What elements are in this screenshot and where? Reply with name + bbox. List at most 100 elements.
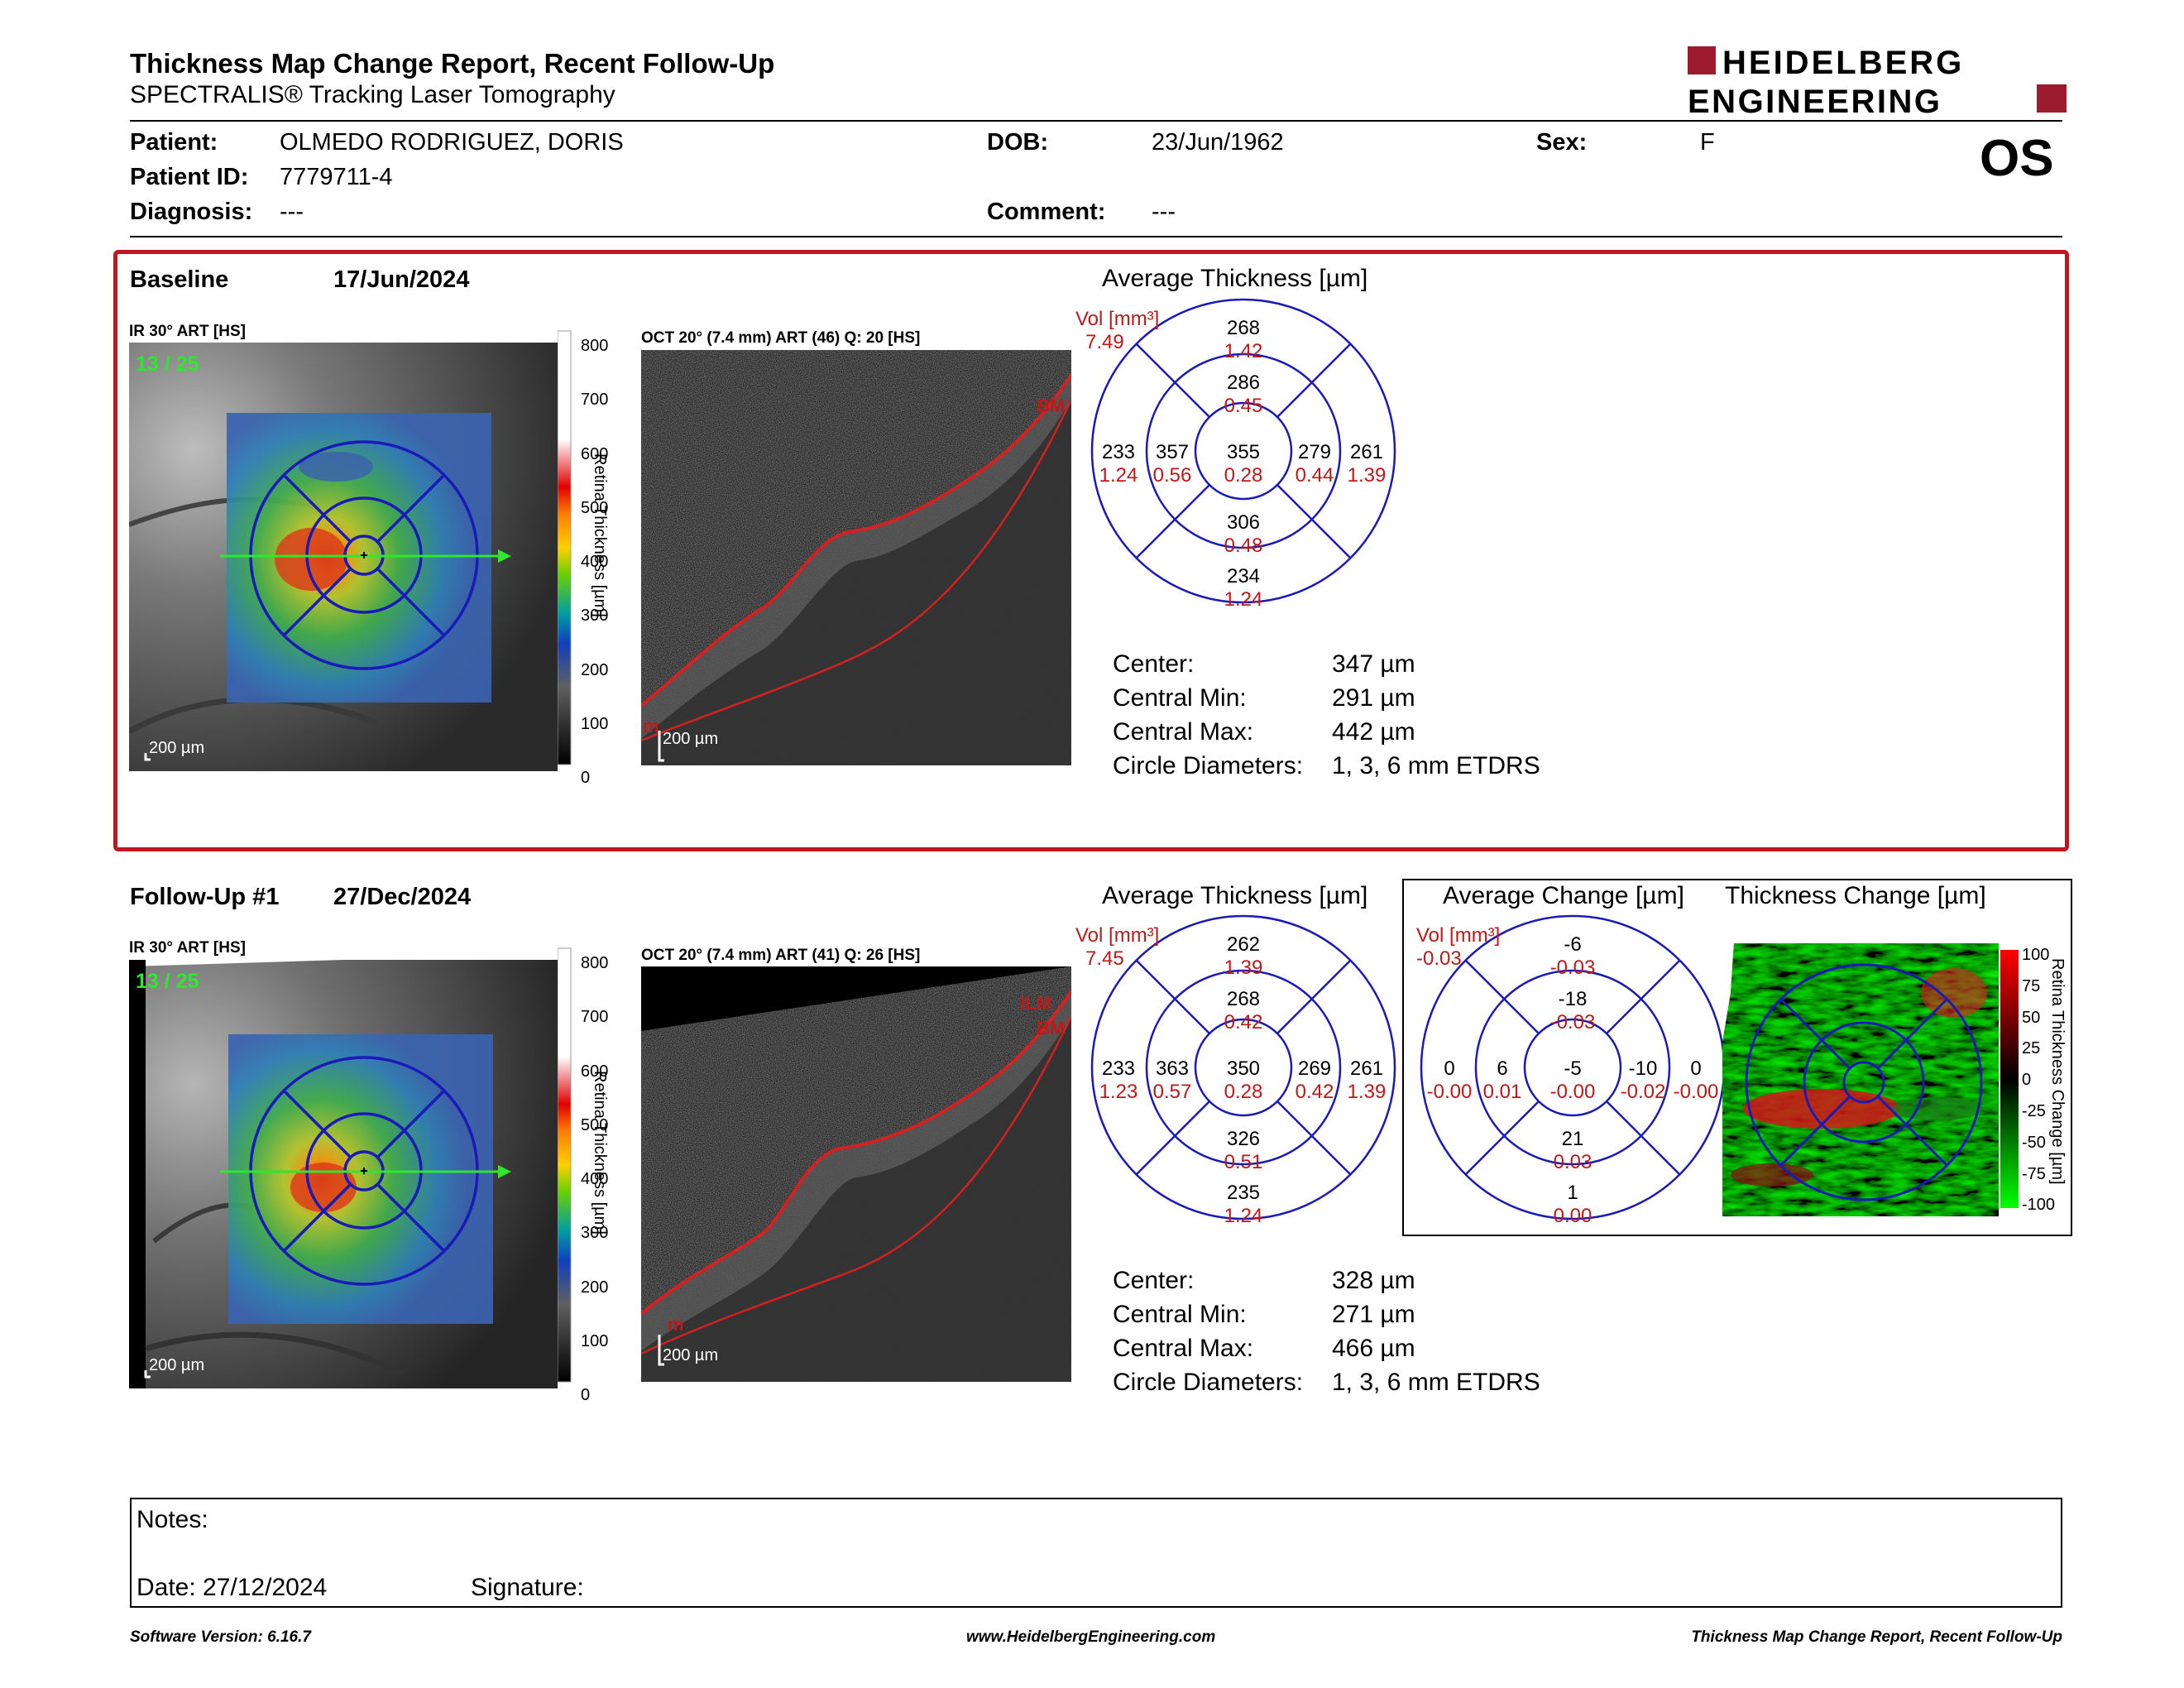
outer-right-thickness: 261 <box>1350 441 1383 463</box>
baseline-panel <box>113 250 2069 851</box>
sex-value: F <box>1700 129 1715 156</box>
baseline-colorbar-title: Retina Thickness [µm] <box>591 453 609 617</box>
outer-bottom-thickness: 234 <box>1227 565 1260 587</box>
center-value: 347 µm <box>1332 650 1415 678</box>
change-colorbar-ticks: 100 75 50 25 0 -25 -50 -75 -100 <box>2022 940 2055 1221</box>
diagnosis-label: Diagnosis: <box>130 199 253 225</box>
followup-label: Follow-Up #1 <box>130 884 280 910</box>
baseline-thickness-map: 13 / 25 200 µm <box>127 343 558 771</box>
outer-left-thickness: 233 <box>1102 441 1135 463</box>
inner-top-volume: 0.42 <box>1224 1011 1263 1033</box>
tick: -100 <box>2022 1196 2056 1215</box>
outer-left-volume: 1.23 <box>1099 1081 1138 1103</box>
vol-value: 7.49 <box>1085 331 1124 353</box>
inner-right-volume: 0.44 <box>1296 464 1334 487</box>
vol-label: Vol [mm³] <box>1075 308 1159 330</box>
inner-bottom-volume-change: 0.03 <box>1554 1151 1592 1173</box>
followup-colorbar-title: Retina Thickness [µm] <box>591 1071 609 1235</box>
tick: 400 <box>581 1170 609 1189</box>
tick: 75 <box>2022 976 2041 995</box>
tick: -75 <box>2022 1164 2046 1183</box>
outer-right-volume-change: -0.00 <box>1674 1081 1719 1103</box>
outer-left-volume: 1.24 <box>1099 464 1138 487</box>
followup-thickness-map: 13 / 25 200 µm <box>129 953 558 1388</box>
dob-label: DOB: <box>987 129 1049 156</box>
circle-diameters-value: 1, 3, 6 mm ETDRS <box>1332 752 1540 779</box>
baseline-label: Baseline <box>130 266 229 293</box>
vol-value: 7.45 <box>1085 947 1124 970</box>
tick: 200 <box>581 1278 609 1297</box>
inner-left-change: 6 <box>1497 1057 1507 1080</box>
report-subtitle: SPECTRALIS® Tracking Laser Tomography <box>130 81 615 108</box>
outer-top-volume: 1.39 <box>1224 957 1263 979</box>
outer-right-volume: 1.39 <box>1348 464 1387 487</box>
report-title: Thickness Map Change Report, Recent Foll… <box>130 48 775 79</box>
baseline-oct-bm: BM <box>1037 396 1065 416</box>
inner-bottom-volume: 0.51 <box>1224 1151 1263 1173</box>
followup-oct-scan: ILM BM m 200 µm <box>641 966 1071 1382</box>
followup-stats: Center: 328 µm Central Min: 271 µm Centr… <box>1113 1264 1609 1404</box>
inner-right-volume: 0.42 <box>1296 1081 1334 1103</box>
inner-top-thickness: 286 <box>1227 372 1260 394</box>
notes-date: Date: 27/12/2024 <box>136 1574 328 1601</box>
inner-left-thickness: 357 <box>1156 441 1189 463</box>
tick: 800 <box>581 954 609 972</box>
inner-right-thickness: 269 <box>1298 1057 1331 1080</box>
center-volume-change: -0.00 <box>1550 1081 1596 1103</box>
heidelberg-logo: HEIDELBERG ENGINEERING <box>1688 45 2068 120</box>
outer-top-volume-change: -0.03 <box>1550 957 1596 979</box>
patient-name: OLMEDO RODRIGUEZ, DORIS <box>280 129 624 156</box>
inner-top-volume-change: -0.03 <box>1550 1011 1596 1033</box>
followup-oct-m: m <box>668 1314 684 1335</box>
signature-label: Signature: <box>471 1574 584 1601</box>
baseline-oct-scale: 200 µm <box>663 730 718 748</box>
baseline-colorbar <box>557 328 622 774</box>
inner-left-thickness: 363 <box>1156 1057 1189 1080</box>
circle-diameters-label: Circle Diameters: <box>1113 1369 1304 1396</box>
followup-oct-ilm: ILM <box>1020 993 1051 1014</box>
central-max-label: Central Max: <box>1113 1335 1254 1362</box>
tick: 0 <box>581 1386 591 1405</box>
website-link[interactable]: www.HeidelbergEngineering.com <box>966 1628 1216 1646</box>
software-version: Software Version: 6.16.7 <box>130 1628 311 1646</box>
baseline-frame-count: 13 / 25 <box>136 352 199 376</box>
center-volume: 0.28 <box>1224 1081 1263 1103</box>
dob-value: 23/Jun/1962 <box>1152 129 1284 156</box>
outer-right-thickness: 261 <box>1350 1057 1383 1080</box>
comment-value: --- <box>1152 199 1176 225</box>
notes-box[interactable]: Notes: Date: 27/12/2024 Signature: <box>130 1498 2062 1608</box>
change-colorbar-title: Retina Thickness Change [µm] <box>2048 958 2067 1185</box>
baseline-avg-title: Average Thickness [µm] <box>1102 265 1368 292</box>
circle-diameters-label: Circle Diameters: <box>1113 752 1304 779</box>
inner-right-thickness: 279 <box>1298 441 1331 463</box>
patient-id: 7779711-4 <box>280 164 393 190</box>
outer-top-thickness: 262 <box>1227 933 1260 956</box>
tick: 200 <box>581 660 609 679</box>
tick: 25 <box>2022 1039 2041 1058</box>
tick: 50 <box>2022 1008 2041 1027</box>
tick: 400 <box>581 553 609 572</box>
followup-oct-scale: 200 µm <box>663 1346 718 1364</box>
change-map-title: Thickness Change [µm] <box>1725 882 1986 909</box>
outer-left-thickness: 233 <box>1102 1057 1135 1080</box>
followup-colorbar-ticks: 800 700 600 500 400 300 200 100 0 <box>581 937 608 1423</box>
baseline-colorbar-ticks: 800 700 600 500 400 300 200 100 0 <box>581 319 608 806</box>
tick: 100 <box>581 1332 609 1351</box>
comment-label: Comment: <box>987 199 1106 225</box>
baseline-ir-scale: 200 µm <box>149 739 204 757</box>
center-thickness: 350 <box>1227 1057 1260 1080</box>
center-label: Center: <box>1113 1267 1195 1294</box>
tick: 700 <box>581 391 609 410</box>
baseline-ir-label: IR 30° ART [HS] <box>129 323 246 340</box>
baseline-etdrs-grid: Vol [mm³] 7.49 268 1.42 286 0.45 233 1.2… <box>1075 298 1423 621</box>
followup-date: 27/Dec/2024 <box>333 884 472 910</box>
center-change: -5 <box>1564 1057 1581 1080</box>
inner-bottom-change: 21 <box>1562 1128 1584 1150</box>
logo-line1: HEIDELBERG <box>1722 46 1964 81</box>
tick: 600 <box>581 1062 609 1081</box>
outer-right-volume: 1.39 <box>1348 1081 1387 1103</box>
inner-top-volume: 0.45 <box>1224 395 1263 417</box>
patient-label: Patient: <box>130 129 218 156</box>
vol-label: Vol [mm³] <box>1416 924 1500 947</box>
outer-bottom-volume: 1.24 <box>1224 1205 1263 1227</box>
